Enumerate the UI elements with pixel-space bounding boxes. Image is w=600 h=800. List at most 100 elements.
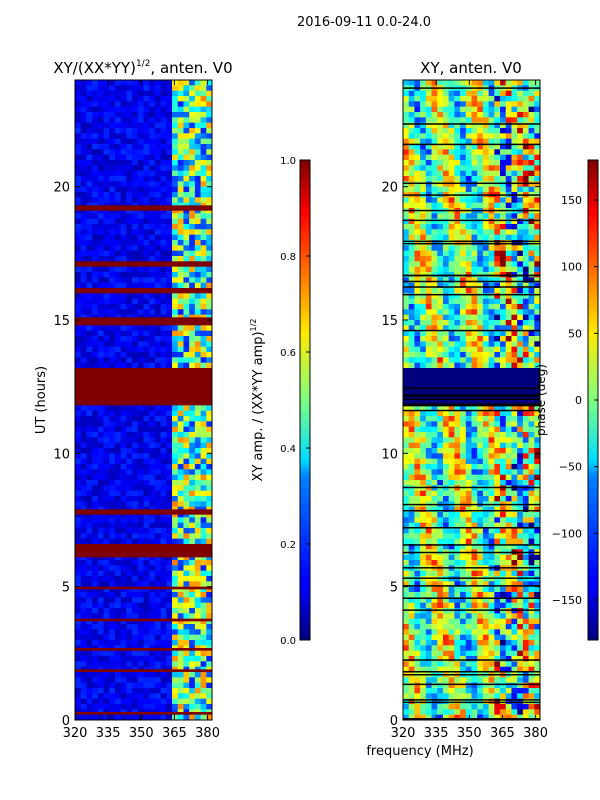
heatmap-cell	[477, 224, 484, 230]
heatmap-cell	[137, 117, 144, 124]
heatmap-cell	[149, 448, 156, 454]
heatmap-cell	[120, 650, 127, 657]
heatmap-cell	[166, 352, 173, 358]
heatmap-cell	[114, 624, 122, 630]
heatmap-cell	[505, 517, 512, 524]
heatmap-cell	[103, 629, 110, 636]
heatmap-cell	[494, 480, 501, 486]
saturated-band	[75, 317, 212, 326]
heatmap-cell	[471, 314, 478, 321]
heatmap-cell	[448, 165, 455, 172]
heatmap-cell	[465, 117, 472, 124]
heatmap-cell	[200, 293, 207, 300]
heatmap-cell	[143, 554, 150, 561]
heatmap-cell	[471, 506, 478, 513]
heatmap-cell	[425, 138, 432, 145]
heatmap-cell	[460, 266, 467, 273]
heatmap-cell	[528, 437, 535, 444]
heatmap-cell	[431, 309, 438, 316]
heatmap-cell	[437, 117, 444, 124]
heatmap-cell	[103, 682, 110, 689]
heatmap-cell	[206, 565, 212, 572]
heatmap-cell	[448, 277, 455, 284]
heatmap-cell	[80, 650, 87, 657]
heatmap-cell	[408, 448, 415, 454]
heatmap-cell	[488, 496, 495, 502]
heatmap-cell	[166, 693, 173, 700]
heatmap-cell	[517, 112, 524, 118]
heatmap-cell	[477, 325, 484, 332]
heatmap-cell	[460, 218, 467, 225]
heatmap-cell	[534, 96, 540, 102]
heatmap-cell	[149, 234, 156, 241]
heatmap-cell	[511, 330, 518, 337]
heatmap-cell	[149, 650, 156, 657]
heatmap-cell	[126, 602, 133, 609]
heatmap-cell	[92, 496, 99, 502]
heatmap-cell	[425, 112, 432, 118]
heatmap-cell	[137, 458, 144, 465]
heatmap-cell	[425, 309, 432, 316]
heatmap-cell	[183, 453, 190, 460]
heatmap-cell	[482, 128, 490, 134]
heatmap-cell	[160, 629, 167, 636]
heatmap-cell	[132, 613, 139, 620]
heatmap-cell	[482, 122, 490, 129]
heatmap-cell	[86, 165, 93, 172]
heatmap-cell	[143, 613, 150, 620]
heatmap-cell	[143, 197, 150, 204]
heatmap-cell	[126, 346, 133, 353]
heatmap-cell	[465, 458, 472, 465]
heatmap-cell	[408, 122, 415, 129]
heatmap-cell	[86, 565, 93, 572]
heatmap-cell	[154, 432, 162, 438]
heatmap-cell	[488, 165, 495, 172]
heatmap-cell	[86, 192, 93, 198]
heatmap-cell	[97, 133, 104, 140]
heatmap-cell	[126, 218, 133, 225]
heatmap-cell	[431, 245, 438, 252]
heatmap-cell	[92, 432, 99, 438]
heatmap-cell	[431, 186, 438, 193]
heatmap-cell	[75, 218, 82, 225]
heatmap-cell	[505, 213, 512, 220]
heatmap-cell	[425, 224, 432, 230]
heatmap-cell	[80, 362, 87, 369]
heatmap-cell	[132, 256, 139, 262]
heatmap-cell	[420, 96, 427, 102]
heatmap-cell	[172, 613, 179, 620]
heatmap-cell	[120, 170, 127, 177]
heatmap-cell	[500, 298, 507, 305]
heatmap-cell	[120, 197, 127, 204]
heatmap-cell	[114, 581, 122, 588]
heatmap-cell	[482, 240, 490, 246]
heatmap-cell	[200, 117, 207, 124]
heatmap-cell	[494, 304, 501, 310]
heatmap-cell	[92, 245, 99, 252]
heatmap-cell	[126, 357, 133, 364]
heatmap-cell	[109, 501, 116, 508]
heatmap-cell	[425, 298, 432, 305]
heatmap-cell	[471, 149, 478, 156]
heatmap-cell	[442, 122, 450, 129]
heatmap-cell	[448, 256, 455, 262]
heatmap-cell	[183, 357, 190, 364]
heatmap-cell	[420, 437, 427, 444]
heatmap-cell	[92, 613, 99, 620]
heatmap-cell	[183, 640, 190, 646]
heatmap-cell	[534, 496, 540, 502]
heatmap-cell	[109, 656, 116, 662]
heatmap-cell	[517, 496, 524, 502]
heatmap-cell	[126, 661, 133, 668]
heatmap-cell	[431, 341, 438, 348]
heatmap-cell	[183, 442, 190, 449]
heatmap-cell	[448, 80, 455, 86]
heatmap-cell	[86, 442, 93, 449]
heatmap-cell	[97, 165, 104, 172]
heatmap-cell	[149, 480, 156, 486]
heatmap-cell	[420, 336, 427, 342]
heatmap-cell	[194, 698, 201, 705]
heatmap-cell	[183, 405, 190, 412]
heatmap-cell	[160, 101, 167, 108]
heatmap-cell	[132, 144, 139, 150]
